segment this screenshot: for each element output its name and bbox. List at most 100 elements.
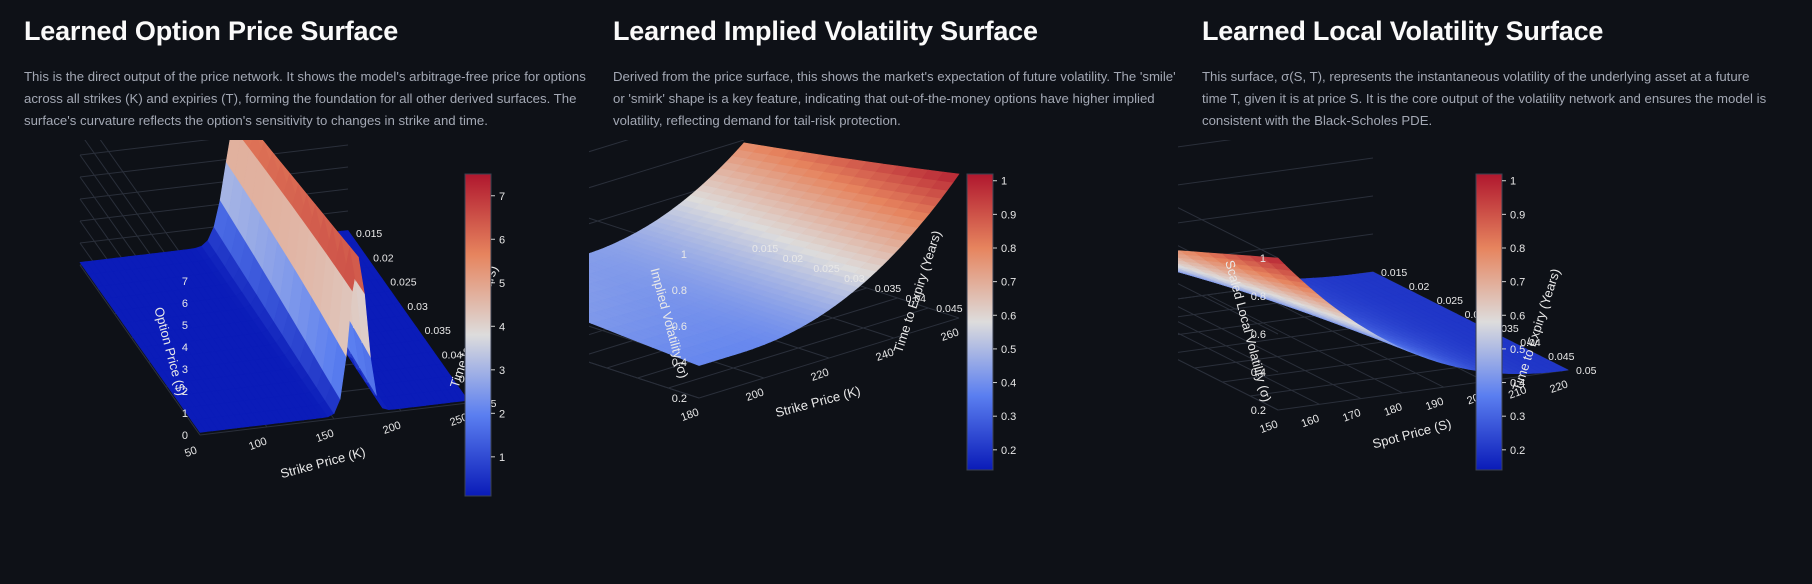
colorbar-tick-label: 0.8 xyxy=(1001,243,1016,255)
colorbar-tick-label: 0.9 xyxy=(1510,209,1525,221)
panel-description: This is the direct output of the price n… xyxy=(24,69,586,128)
z-tick-label: 0.8 xyxy=(1251,291,1266,303)
y-tick-label: 0.04 xyxy=(906,293,927,305)
y-tick-label: 0.035 xyxy=(875,283,901,295)
y-tick-label: 0.015 xyxy=(752,243,778,255)
y-tick-label: 0.02 xyxy=(1409,281,1430,293)
z-tick-label: 0.8 xyxy=(672,285,687,297)
colorbar-tick-label: 5 xyxy=(499,278,505,290)
z-tick-label: 0 xyxy=(182,430,188,442)
x-tick-label: 220 xyxy=(1548,378,1569,396)
colorbar-tick-label: 0.7 xyxy=(1510,277,1525,289)
x-tick-label: 220 xyxy=(809,366,830,384)
colorbar-tick-label: 0.7 xyxy=(1001,277,1016,289)
z-tick-label: 1 xyxy=(182,408,188,420)
grid-line xyxy=(79,264,201,436)
z-tick-label: 0.4 xyxy=(1251,367,1266,379)
grid-line xyxy=(1178,359,1279,411)
z-tick-label: 0.2 xyxy=(672,393,687,405)
grid-line xyxy=(1277,369,1569,411)
colorbar-tick-label: 1 xyxy=(499,452,505,464)
colorbar: 0.2 0.3 0.4 0.5 0.6 0.7 0.8 0.9 1 xyxy=(966,173,1016,471)
y-tick-label: 0.04 xyxy=(1520,337,1541,349)
y-tick-label: 0.025 xyxy=(813,263,839,275)
grid-line xyxy=(1178,321,1279,373)
grid-line xyxy=(698,317,960,399)
x-tick-label: 240 xyxy=(874,346,895,364)
grid-line xyxy=(1178,306,1362,400)
x-tick-label: 50 xyxy=(183,444,199,459)
surface-cell xyxy=(937,171,960,183)
grid-line xyxy=(79,166,349,200)
colorbar: 0.2 0.3 0.4 0.5 0.6 0.7 0.8 0.9 1 xyxy=(1475,173,1525,471)
colorbar-tick-label: 0.6 xyxy=(1001,310,1016,322)
y-tick-label: 0.02 xyxy=(373,252,394,264)
colorbar-tick-label: 1 xyxy=(1510,176,1516,188)
y-tick-label: 0.03 xyxy=(407,301,428,313)
x-tick-label: 200 xyxy=(381,419,402,437)
colorbar-tick-label: 1 xyxy=(1001,176,1007,188)
y-tick-label: 0.05 xyxy=(1576,365,1597,377)
x-axis-label: Strike Price (K) xyxy=(774,383,862,420)
z-tick-label: 0.6 xyxy=(1251,329,1266,341)
x-tick-label: 100 xyxy=(247,435,268,453)
grid-line xyxy=(1178,207,1279,259)
x-tick-label: 180 xyxy=(679,406,700,424)
panel-description: This surface, σ(S, T), represents the in… xyxy=(1202,69,1767,128)
grid-line xyxy=(668,307,929,389)
surface-mesh xyxy=(1178,250,1569,375)
z-tick-label: 1 xyxy=(1260,253,1266,265)
y-tick-label: 0.025 xyxy=(390,277,416,289)
y-tick-label: 0.025 xyxy=(1437,295,1463,307)
grid-line xyxy=(79,140,210,156)
colorbar-tick-label: 4 xyxy=(499,321,505,333)
grid-line xyxy=(1178,233,1374,262)
colorbar-gradient xyxy=(1475,173,1503,471)
z-tick-label: 0.4 xyxy=(672,357,687,369)
surface-cell xyxy=(1546,362,1569,372)
x-tick-label: 160 xyxy=(1300,413,1321,431)
y-tick-label: 0.015 xyxy=(1381,267,1407,279)
surface-mesh xyxy=(79,140,469,433)
colorbar-tick-label: 6 xyxy=(499,234,505,246)
colorbar-tick-label: 0.8 xyxy=(1510,243,1525,255)
x-tick-label: 190 xyxy=(1424,396,1445,414)
local-vol-surface-chart[interactable]: 150160170180190200210220Spot Price (S)0.… xyxy=(1178,140,1768,584)
y-tick-label: 0.045 xyxy=(1548,351,1574,363)
grid-line xyxy=(79,144,349,178)
z-tick-label: 2 xyxy=(182,386,188,398)
surface-mesh xyxy=(589,142,960,366)
colorbar-tick-label: 3 xyxy=(499,365,505,377)
colorbar-tick-label: 0.9 xyxy=(1001,209,1016,221)
x-tick-label: 210 xyxy=(1507,384,1528,402)
x-tick-label: 260 xyxy=(939,326,960,344)
z-tick-label: 0.2 xyxy=(1251,405,1266,417)
colorbar-tick-label: 0.5 xyxy=(1510,344,1525,356)
implied-vol-surface-chart[interactable]: 180 200 220 240 260 Strike Price (K) 0.015 0.02… xyxy=(589,140,1179,584)
z-tick-label: 5 xyxy=(182,320,188,332)
colorbar-gradient xyxy=(966,173,994,471)
z-tick-label: 0.6 xyxy=(672,321,687,333)
grid-line xyxy=(589,140,629,153)
z-tick-label: 4 xyxy=(182,342,188,354)
local-vol-panel: Learned Local Volatility Surface This su… xyxy=(1178,0,1768,584)
colorbar-tick-label: 0.4 xyxy=(1510,378,1525,390)
panel-title: Learned Local Volatility Surface xyxy=(1202,16,1604,46)
y-tick-label: 0.04 xyxy=(442,349,463,361)
grid-line xyxy=(1178,157,1374,186)
panel-title: Learned Option Price Surface xyxy=(24,16,399,46)
y-tick-label: 0.035 xyxy=(425,325,451,337)
z-tick-label: 7 xyxy=(182,276,188,288)
colorbar-tick-label: 0.5 xyxy=(1001,344,1016,356)
y-tick-label: 0.045 xyxy=(936,303,962,315)
colorbar-tick-label: 0.2 xyxy=(1510,445,1525,457)
y-tick-label: 0.015 xyxy=(356,228,382,240)
grid-line xyxy=(1178,140,1232,148)
colorbar-gradient xyxy=(464,173,492,497)
colorbar-tick-label: 0.4 xyxy=(1001,378,1016,390)
x-axis-label: Spot Price (S) xyxy=(1371,416,1453,451)
y-tick-label: 0.02 xyxy=(783,253,804,265)
x-tick-label: 150 xyxy=(314,427,335,445)
